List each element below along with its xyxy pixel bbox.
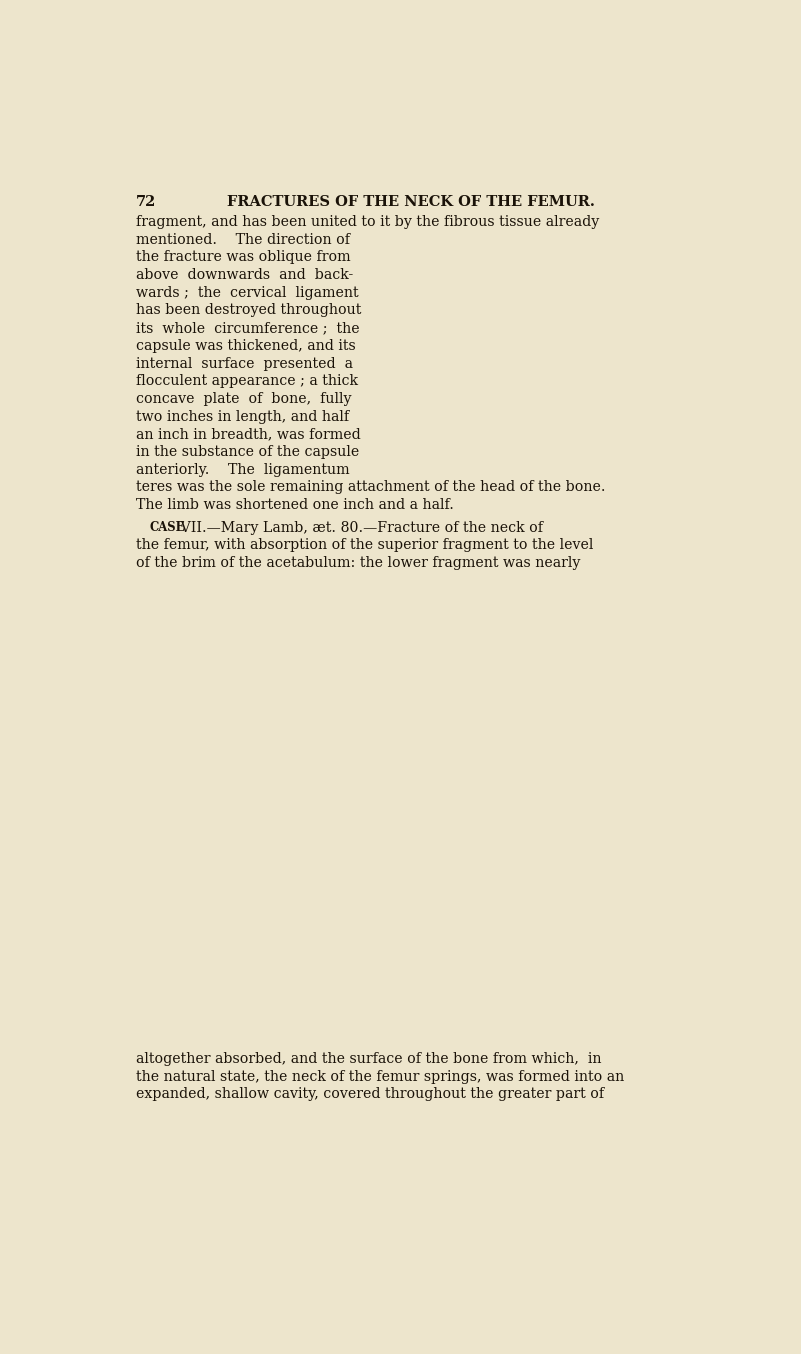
Text: The limb was shortened one inch and a half.: The limb was shortened one inch and a ha… bbox=[136, 498, 453, 512]
Text: flocculent appearance ; a thick: flocculent appearance ; a thick bbox=[136, 374, 358, 389]
Text: teres was the sole remaining attachment of the head of the bone.: teres was the sole remaining attachment … bbox=[136, 481, 606, 494]
Text: altogether absorbed, and the surface of the bone from which,  in: altogether absorbed, and the surface of … bbox=[136, 1052, 602, 1066]
Text: fragment, and has been united to it by the fibrous tissue already: fragment, and has been united to it by t… bbox=[136, 215, 599, 229]
Text: anteriorly.  The  ligamentum: anteriorly. The ligamentum bbox=[136, 463, 349, 477]
Text: two inches in length, and half: two inches in length, and half bbox=[136, 410, 349, 424]
Text: CASE: CASE bbox=[150, 520, 185, 533]
Text: its  whole  circumference ;  the: its whole circumference ; the bbox=[136, 321, 360, 334]
Text: internal  surface  presented  a: internal surface presented a bbox=[136, 356, 352, 371]
Text: the natural state, the neck of the femur springs, was formed into an: the natural state, the neck of the femur… bbox=[136, 1070, 624, 1083]
Text: an inch in breadth, was formed: an inch in breadth, was formed bbox=[136, 428, 360, 441]
Text: mentioned.  The direction of: mentioned. The direction of bbox=[136, 233, 350, 246]
Text: VII.—Mary Lamb, æt. 80.—Fracture of the neck of: VII.—Mary Lamb, æt. 80.—Fracture of the … bbox=[176, 520, 543, 535]
Text: concave  plate  of  bone,  fully: concave plate of bone, fully bbox=[136, 391, 352, 406]
Text: the femur, with absorption of the superior fragment to the level: the femur, with absorption of the superi… bbox=[136, 539, 594, 552]
Text: wards ;  the  cervical  ligament: wards ; the cervical ligament bbox=[136, 286, 358, 299]
Text: above  downwards  and  back-: above downwards and back- bbox=[136, 268, 353, 282]
Text: has been destroyed throughout: has been destroyed throughout bbox=[136, 303, 361, 317]
Text: capsule was thickened, and its: capsule was thickened, and its bbox=[136, 338, 356, 353]
Text: expanded, shallow cavity, covered throughout the greater part of: expanded, shallow cavity, covered throug… bbox=[136, 1087, 604, 1101]
Text: the fracture was oblique from: the fracture was oblique from bbox=[136, 250, 350, 264]
Text: 72: 72 bbox=[136, 195, 156, 209]
Text: of the brim of the acetabulum: the lower fragment was nearly: of the brim of the acetabulum: the lower… bbox=[136, 556, 580, 570]
Text: FRACTURES OF THE NECK OF THE FEMUR.: FRACTURES OF THE NECK OF THE FEMUR. bbox=[227, 195, 594, 209]
Text: in the substance of the capsule: in the substance of the capsule bbox=[136, 445, 359, 459]
